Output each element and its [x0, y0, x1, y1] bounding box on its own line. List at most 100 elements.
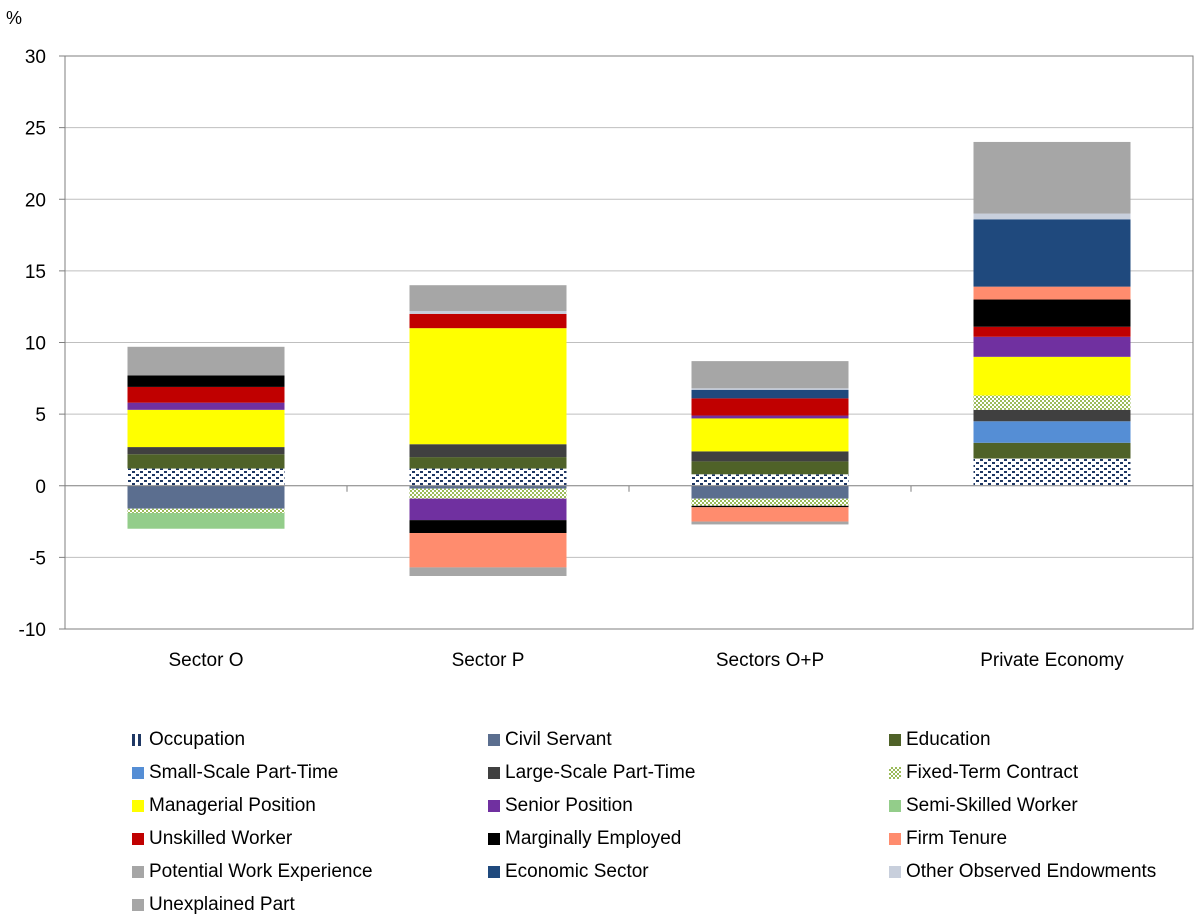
stacked-bar-chart: 30 25 20 15 10 5 0 -5 -10 Sector O Sector P Sectors…	[6, 8, 1194, 671]
legend-item: Economic Sector	[488, 860, 649, 884]
bar-segment	[691, 461, 849, 475]
y-tick-label: 20	[25, 190, 46, 211]
bar-segment	[691, 505, 849, 508]
legend-swatch	[889, 800, 901, 812]
y-tick-label: 15	[25, 262, 46, 283]
legend-swatch	[889, 767, 901, 779]
legend-label: Other Observed Endowments	[906, 861, 1157, 882]
bar-segment	[691, 521, 849, 525]
x-category-label: Sector O	[169, 650, 244, 671]
legend-label: Senior Position	[505, 795, 633, 816]
legend-swatch	[132, 734, 144, 746]
bar-segment	[691, 361, 849, 389]
tick-labels: 30 25 20 15 10 5 0 -5 -10 Sector O Sector P Sectors…	[19, 47, 1125, 671]
bars	[127, 141, 1131, 576]
bar-segment	[127, 409, 285, 448]
legend-swatch	[488, 734, 500, 746]
legend-item: Managerial Position	[132, 794, 316, 818]
legend-label: Potential Work Experience	[149, 861, 373, 882]
bar-segment	[973, 326, 1131, 337]
legend-item: Unexplained Part	[132, 893, 295, 917]
x-category-label: Sectors O+P	[716, 650, 824, 671]
legend-item: Large-Scale Part-Time	[488, 761, 695, 785]
bar-segment	[127, 508, 285, 513]
bar-segment	[973, 442, 1131, 459]
legend-swatch	[132, 899, 144, 911]
bar-segment	[973, 336, 1131, 357]
bar-segment	[691, 498, 849, 506]
legend-label: Unexplained Part	[149, 894, 295, 915]
bar-segment	[973, 395, 1131, 410]
legend-swatch	[488, 767, 500, 779]
bar-segment	[127, 454, 285, 469]
legend-item: Marginally Employed	[488, 827, 681, 851]
bar-segment	[691, 451, 849, 462]
bar-segment	[127, 375, 285, 387]
y-tick-label: 0	[35, 477, 46, 498]
bar-segment	[409, 313, 567, 329]
legend-item: Occupation	[132, 728, 245, 752]
bar-segment	[409, 498, 567, 521]
bar-segment	[973, 421, 1131, 443]
bar-segment	[127, 386, 285, 403]
bar-segment	[691, 398, 849, 416]
bar-segment	[409, 533, 567, 568]
bar-segment	[409, 520, 567, 534]
bar-segment	[409, 328, 567, 445]
legend-item: Unskilled Worker	[132, 827, 292, 851]
legend-item: Potential Work Experience	[132, 860, 373, 884]
bar-segment	[409, 457, 567, 469]
bar-segment	[973, 141, 1131, 214]
legend-label: Semi-Skilled Worker	[906, 795, 1078, 816]
bar-segment	[127, 402, 285, 410]
legend-item: Firm Tenure	[889, 827, 1007, 851]
legend-label: Marginally Employed	[505, 828, 682, 849]
legend-label: Small-Scale Part-Time	[149, 762, 339, 783]
bar-segment	[127, 447, 285, 455]
bar-segment	[409, 285, 567, 311]
legend-swatch	[488, 800, 500, 812]
legend-item: Semi-Skilled Worker	[889, 794, 1078, 818]
bar-segment	[973, 213, 1131, 220]
legend-label: Civil Servant	[505, 729, 612, 750]
bar-segment	[409, 310, 567, 314]
legend-label: Education	[906, 729, 991, 750]
legend-item: Civil Servant	[488, 728, 612, 752]
bar-segment	[409, 567, 567, 576]
y-tick-label: 5	[35, 405, 46, 426]
legend-label: Unskilled Worker	[149, 828, 293, 849]
legend-label: Large-Scale Part-Time	[505, 762, 696, 783]
legend-swatch	[132, 866, 144, 878]
legend-swatch	[889, 734, 901, 746]
legend-item: Education	[889, 728, 991, 752]
legend-swatch	[889, 866, 901, 878]
axes	[59, 55, 1194, 630]
legend-label: Firm Tenure	[906, 828, 1008, 849]
bar-segment	[127, 346, 285, 376]
x-category-label: Sector P	[452, 650, 525, 671]
legend-swatch	[488, 833, 500, 845]
bar-segment	[973, 299, 1131, 327]
bar-segment	[409, 444, 567, 458]
bar-segment	[691, 485, 849, 499]
legend-swatch	[132, 800, 144, 812]
bar-segment	[691, 418, 849, 452]
y-tick-label: 25	[25, 119, 46, 140]
bar-segment	[127, 468, 285, 486]
y-axis-unit-label: %	[6, 8, 22, 28]
bar-segment	[691, 507, 849, 522]
y-tick-label: -5	[29, 548, 46, 569]
legend-swatch	[132, 767, 144, 779]
x-category-label: Private Economy	[980, 650, 1124, 671]
bar-segment	[409, 488, 567, 499]
bar-segment	[691, 474, 849, 486]
legend-swatch	[889, 833, 901, 845]
bar-segment	[691, 389, 849, 399]
legend-label: Managerial Position	[149, 795, 316, 816]
legend-item: Fixed-Term Contract	[889, 761, 1078, 785]
bar-segment	[973, 356, 1131, 396]
bar-segment	[691, 388, 849, 390]
bar-segment	[691, 415, 849, 419]
y-tick-label: -10	[19, 620, 46, 641]
bar-segment	[973, 458, 1131, 486]
